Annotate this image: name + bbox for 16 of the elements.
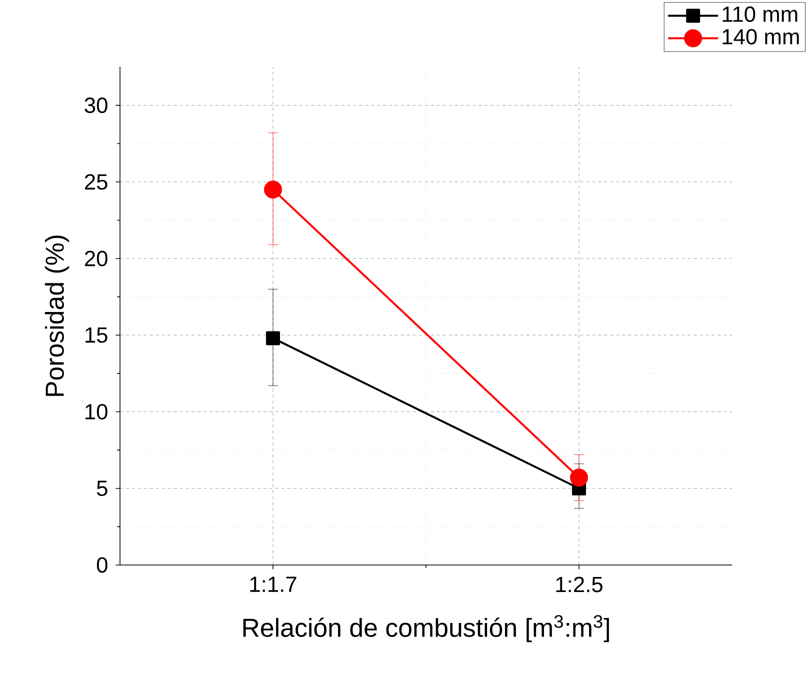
legend-label: 140 mm [722, 28, 799, 45]
y-tick-label: 30 [84, 98, 108, 114]
y-tick-label: 20 [84, 250, 108, 266]
y-tick-label: 5 [96, 480, 108, 496]
x-axis-title: Relación de combustión [m$^{3}$:m$^{3}$] [243, 615, 609, 642]
y-tick-label: 25 [84, 174, 108, 190]
y-tick-label: 0 [96, 557, 108, 573]
x-tick-label: 1:2.5 [556, 576, 602, 592]
y-axis-title: Porosidad (%) [44, 236, 70, 396]
point [266, 331, 280, 346]
legend-label: 110 mm [722, 6, 798, 22]
y-tick-label: 15 [86, 327, 108, 343]
point [570, 468, 588, 487]
point [264, 180, 282, 199]
y-tick-label: 10 [86, 404, 108, 420]
x-tick-label: 1:1.7 [250, 576, 296, 592]
